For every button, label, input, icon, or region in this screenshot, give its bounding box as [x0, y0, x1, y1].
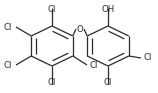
Text: Cl: Cl — [4, 23, 12, 32]
Text: OH: OH — [101, 5, 115, 14]
Text: Cl: Cl — [90, 61, 98, 69]
Text: Cl: Cl — [144, 53, 152, 62]
Text: O: O — [77, 24, 83, 33]
Text: Cl: Cl — [48, 78, 56, 87]
Text: Cl: Cl — [48, 5, 56, 14]
Text: Cl: Cl — [4, 61, 12, 69]
Text: Cl: Cl — [104, 78, 112, 87]
